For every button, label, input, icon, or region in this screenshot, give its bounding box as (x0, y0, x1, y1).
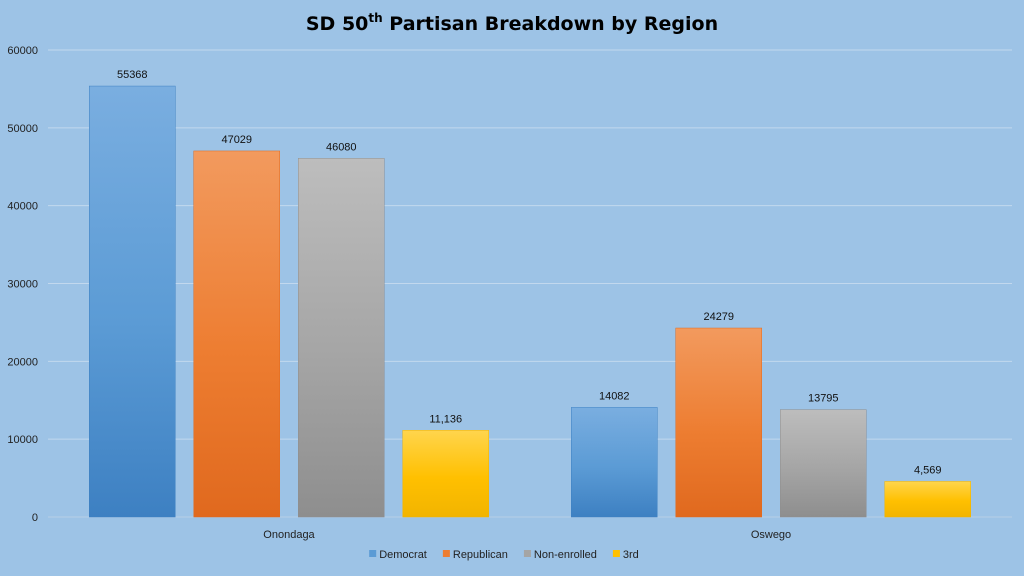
data-labels: 55368 47029 46080 11,136 14082 24279 13795 4,56… (117, 69, 942, 476)
legend-swatch (369, 550, 377, 557)
bar-democrat-onondaga (89, 85, 176, 518)
bar-democrat-oswego (571, 407, 658, 518)
bar-non-enrolled-oswego (780, 409, 867, 518)
y-tick-label: 0 (32, 512, 38, 524)
chart-title: SD 50th Partisan Breakdown by Region (306, 11, 718, 35)
chart-title-superscript: th (368, 11, 382, 25)
legend: Democrat Republican Non-enrolled 3rd (369, 549, 639, 561)
y-axis-ticks: 0 10000 20000 30000 40000 50000 60000 (7, 45, 38, 524)
y-tick-label: 40000 (7, 201, 38, 213)
gridlines (48, 49, 1012, 518)
bar-3rd-oswego (884, 481, 971, 518)
x-axis-labels: Onondaga Oswego (263, 529, 791, 541)
data-label: 11,136 (429, 413, 462, 425)
bar-3rd-onondaga (402, 430, 489, 518)
bar-non-enrolled-onondaga (298, 158, 385, 518)
bar-republican-onondaga (193, 150, 280, 518)
data-label: 47029 (221, 134, 252, 146)
chart-title-rest: Partisan Breakdown by Region (383, 13, 718, 35)
legend-label: 3rd (623, 549, 639, 561)
y-tick-label: 10000 (7, 434, 38, 446)
legend-label: Non-enrolled (534, 549, 597, 561)
legend-label: Republican (453, 549, 508, 561)
chart-title-main: SD 50 (306, 13, 369, 35)
bar-republican-oswego (675, 327, 762, 518)
x-category-label: Onondaga (263, 529, 315, 541)
data-label: 13795 (808, 393, 839, 405)
legend-swatch (612, 550, 620, 557)
legend-swatch (523, 550, 531, 557)
legend-swatch (442, 550, 450, 557)
data-label: 55368 (117, 69, 148, 81)
data-label: 24279 (703, 311, 734, 323)
y-tick-label: 30000 (7, 279, 38, 291)
data-label: 4,569 (914, 464, 942, 476)
y-tick-label: 50000 (7, 123, 38, 135)
x-category-label: Oswego (751, 529, 791, 541)
legend-label: Democrat (379, 549, 427, 561)
bars (89, 85, 971, 518)
y-tick-label: 20000 (7, 356, 38, 368)
data-label: 14082 (599, 390, 630, 402)
data-label: 46080 (326, 141, 357, 153)
y-tick-label: 60000 (7, 45, 38, 57)
